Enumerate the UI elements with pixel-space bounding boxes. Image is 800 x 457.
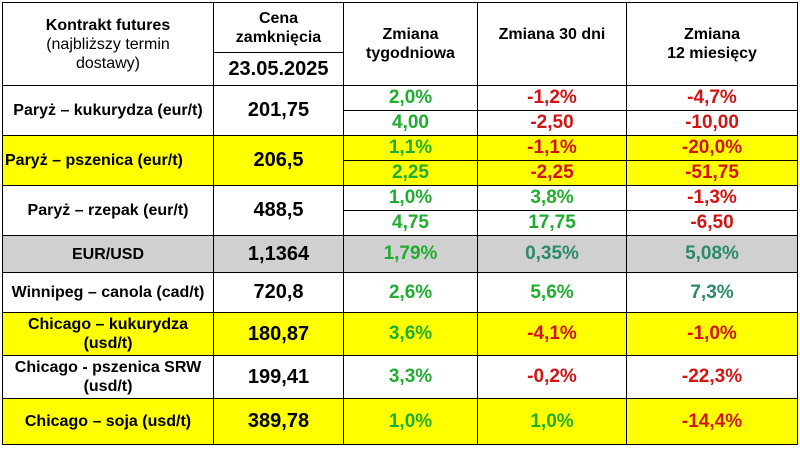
weekly-pct: 1,0% [343,185,478,211]
monthly-pct: -0,2% [477,355,627,399]
monthly-abs: 17,75 [477,210,627,236]
header-price-line2: zamknięcia [235,28,322,46]
monthly-pct: 5,6% [477,272,627,313]
header-weekly-line2: tygodniowa [366,45,455,62]
header-date: 23.05.2025 [213,52,344,86]
yearly-pct: -1,3% [626,185,798,211]
monthly-abs: -2,50 [477,110,627,136]
table-row: Paryż – rzepak (eur/t) 488,5 1,0% 3,8% -… [2,185,798,236]
yearly-pct: -14,4% [626,398,798,445]
row-price: 201,75 [213,85,344,136]
row-name: Chicago - pszenica SRW (usd/t) [2,355,214,399]
yearly-abs: -10,00 [626,110,798,136]
header-contract-title: Kontrakt futures [45,16,171,34]
table-row: Paryż – kukurydza (eur/t) 201,75 2,0% -1… [2,85,798,136]
header-monthly-label: Zmiana 30 dni [498,26,606,43]
row-name: EUR/USD [2,235,214,273]
row-price: 199,41 [213,355,344,399]
table-row: 4,00 -2,50 -10,00 [3,110,798,136]
header-weekly: Zmiana tygodniowa [343,2,478,86]
monthly-pct: -4,1% [477,312,627,356]
weekly-pct: 1,79% [343,235,478,273]
table-row: Chicago – kukurydza (usd/t) 180,87 3,6% … [2,312,798,356]
table-row: Chicago - pszenica SRW (usd/t) 199,41 3,… [2,355,798,399]
yearly-abs: -51,75 [626,160,798,186]
header-contract: Kontrakt futures (najbliższy termin dost… [2,2,214,86]
header-yearly-line1: Zmiana [683,26,740,43]
header-monthly: Zmiana 30 dni [477,2,627,86]
header-price: Cena zamknięcia [213,2,344,53]
table-row: 4,75 17,75 -6,50 [3,210,798,236]
weekly-pct: 2,6% [343,272,478,313]
row-name: Winnipeg – canola (cad/t) [2,272,214,313]
monthly-pct: 1,0% [477,398,627,445]
header-yearly: Zmiana 12 miesięcy [626,2,798,86]
table-row: Winnipeg – canola (cad/t) 720,8 2,6% 5,6… [2,272,798,313]
weekly-pct: 3,6% [343,312,478,356]
monthly-abs: -2,25 [477,160,627,186]
weekly-pct: 1,0% [343,398,478,445]
yearly-pct: -4,7% [626,85,798,111]
row-name: Paryż – pszenica (eur/t) [2,135,214,186]
table-row: EUR/USD 1,1364 1,79% 0,35% 5,08% [2,235,798,273]
monthly-pct: -1,2% [477,85,627,111]
weekly-abs: 4,75 [343,210,478,236]
monthly-pct: 0,35% [477,235,627,273]
row-price: 488,5 [213,185,344,236]
row-price: 1,1364 [213,235,344,273]
yearly-abs: -6,50 [626,210,798,236]
row-price: 720,8 [213,272,344,313]
table-row: Chicago – soja (usd/t) 389,78 1,0% 1,0% … [2,398,798,445]
table-row: Paryż – pszenica (eur/t) 206,5 1,1% -1,1… [2,135,798,186]
weekly-pct: 1,1% [343,135,478,161]
yearly-pct: 7,3% [626,272,798,313]
yearly-pct: 5,08% [626,235,798,273]
yearly-pct: -1,0% [626,312,798,356]
header-contract-sub2: dostawy) [75,54,141,72]
row-price: 206,5 [213,135,344,186]
weekly-abs: 4,00 [343,110,478,136]
monthly-pct: 3,8% [477,185,627,211]
weekly-abs: 2,25 [343,160,478,186]
row-name: Paryż – kukurydza (eur/t) [2,85,214,136]
yearly-pct: -20,0% [626,135,798,161]
header-price-line1: Cena [258,9,299,27]
header-contract-sub1: (najbliższy termin [46,35,170,53]
row-name: Paryż – rzepak (eur/t) [2,185,214,236]
row-price: 180,87 [213,312,344,356]
monthly-pct: -1,1% [477,135,627,161]
row-price: 389,78 [213,398,344,445]
row-name: Chicago – kukurydza (usd/t) [2,312,214,356]
yearly-pct: -22,3% [626,355,798,399]
futures-table: Kontrakt futures (najbliższy termin dost… [2,2,798,445]
weekly-pct: 2,0% [343,85,478,111]
header-weekly-line1: Zmiana [382,26,439,43]
row-name: Chicago – soja (usd/t) [2,398,214,445]
header-yearly-line2: 12 miesięcy [667,45,757,62]
weekly-pct: 3,3% [343,355,478,399]
